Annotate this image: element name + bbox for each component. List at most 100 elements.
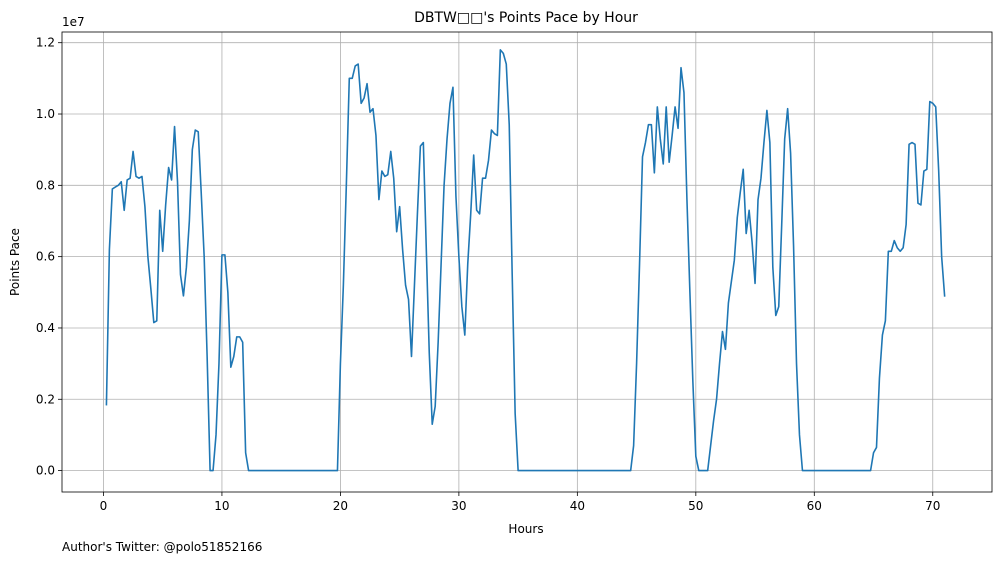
data-point bbox=[363, 97, 365, 99]
data-point bbox=[437, 341, 439, 343]
data-point bbox=[899, 251, 901, 253]
data-point bbox=[189, 220, 191, 222]
data-point bbox=[209, 470, 211, 472]
data-point bbox=[908, 144, 910, 146]
data-point bbox=[455, 195, 457, 197]
data-point bbox=[316, 470, 318, 472]
x-axis-title: Hours bbox=[508, 522, 543, 536]
data-point bbox=[695, 456, 697, 458]
data-point bbox=[790, 152, 792, 154]
data-point bbox=[375, 135, 377, 137]
data-point bbox=[431, 423, 433, 425]
data-point bbox=[440, 263, 442, 265]
data-point bbox=[126, 179, 128, 181]
y-tick-label: 0.8 bbox=[36, 178, 55, 192]
data-point bbox=[736, 217, 738, 219]
author-note: Author's Twitter: @polo51852166 bbox=[62, 540, 262, 554]
data-point bbox=[194, 129, 196, 131]
data-point bbox=[671, 135, 673, 137]
data-point bbox=[215, 434, 217, 436]
y-offset-label: 1e7 bbox=[62, 15, 85, 29]
data-point bbox=[162, 251, 164, 253]
chart-title: DBTW□□'s Points Pace by Hour bbox=[414, 10, 638, 26]
data-point bbox=[449, 103, 451, 105]
data-point bbox=[505, 63, 507, 65]
data-point bbox=[882, 334, 884, 336]
data-point bbox=[888, 251, 890, 253]
data-point bbox=[343, 284, 345, 286]
data-point bbox=[725, 349, 727, 351]
data-point bbox=[141, 176, 143, 178]
data-point bbox=[511, 274, 513, 276]
data-point bbox=[230, 366, 232, 368]
data-point bbox=[233, 356, 235, 358]
y-tick-label: 0.4 bbox=[36, 321, 55, 335]
y-axis-title: Points Pace bbox=[8, 228, 22, 296]
data-point bbox=[461, 306, 463, 308]
x-axis: 0 10 20 30 40 50 60 70 bbox=[100, 492, 940, 513]
data-point bbox=[251, 470, 253, 472]
data-point bbox=[935, 106, 937, 108]
data-point bbox=[760, 177, 762, 179]
data-point bbox=[757, 199, 759, 201]
data-point bbox=[428, 352, 430, 354]
data-point bbox=[227, 292, 229, 294]
data-point bbox=[405, 284, 407, 286]
data-point bbox=[168, 167, 170, 169]
data-point bbox=[565, 470, 567, 472]
data-point bbox=[112, 188, 114, 190]
data-point bbox=[491, 129, 493, 131]
data-point bbox=[159, 209, 161, 211]
grid bbox=[62, 32, 992, 492]
data-point bbox=[654, 172, 656, 174]
data-point bbox=[648, 124, 650, 126]
data-point bbox=[337, 470, 339, 472]
data-point bbox=[467, 263, 469, 265]
data-point bbox=[269, 470, 271, 472]
data-point bbox=[224, 254, 226, 256]
y-tick-label: 0.2 bbox=[36, 392, 55, 406]
data-point bbox=[508, 124, 510, 126]
data-point bbox=[662, 163, 664, 165]
data-point bbox=[813, 470, 815, 472]
data-point bbox=[390, 151, 392, 153]
data-point bbox=[203, 256, 205, 258]
data-point bbox=[739, 192, 741, 194]
data-point bbox=[138, 177, 140, 179]
data-point bbox=[357, 63, 359, 65]
data-point bbox=[426, 249, 428, 251]
data-point bbox=[748, 209, 750, 211]
data-point bbox=[639, 263, 641, 265]
data-point bbox=[799, 434, 801, 436]
x-tick-label: 0 bbox=[100, 499, 108, 513]
data-point bbox=[837, 470, 839, 472]
data-point bbox=[716, 398, 718, 400]
data-point bbox=[171, 179, 173, 181]
data-point bbox=[914, 144, 916, 146]
data-point bbox=[132, 151, 134, 153]
data-point bbox=[529, 470, 531, 472]
data-point bbox=[778, 306, 780, 308]
data-point bbox=[200, 192, 202, 194]
data-point bbox=[135, 176, 137, 178]
data-point bbox=[541, 470, 543, 472]
data-point bbox=[381, 170, 383, 172]
data-point bbox=[600, 470, 602, 472]
data-point bbox=[452, 86, 454, 88]
data-point bbox=[369, 111, 371, 113]
data-point bbox=[384, 176, 386, 178]
data-point bbox=[645, 142, 647, 144]
data-point bbox=[763, 142, 765, 144]
data-point bbox=[402, 249, 404, 251]
data-point bbox=[180, 274, 182, 276]
data-point bbox=[745, 233, 747, 235]
data-point bbox=[153, 322, 155, 324]
data-point bbox=[766, 110, 768, 112]
data-point bbox=[292, 470, 294, 472]
data-point bbox=[218, 363, 220, 365]
data-point bbox=[123, 209, 125, 211]
data-point bbox=[633, 445, 635, 447]
data-point bbox=[245, 452, 247, 454]
data-point bbox=[891, 251, 893, 253]
data-point bbox=[144, 206, 146, 208]
